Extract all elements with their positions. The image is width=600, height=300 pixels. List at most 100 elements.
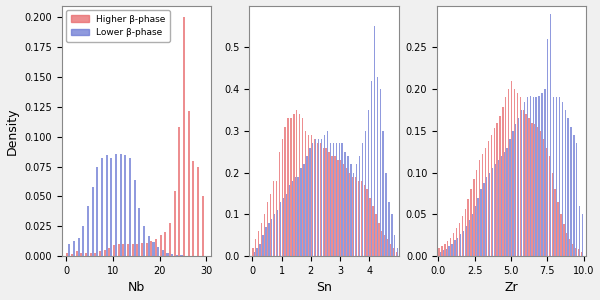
Bar [384,235,385,256]
Bar [115,154,117,256]
Bar [258,231,259,256]
Bar [178,127,181,256]
Bar [330,143,331,256]
Bar [359,156,361,256]
Bar [311,135,312,256]
Bar [537,127,538,256]
Bar [454,240,455,256]
Bar [309,148,311,256]
Bar [262,235,263,256]
Y-axis label: Density: Density [5,107,19,154]
Bar [476,170,478,256]
Bar [327,131,328,256]
Bar [390,244,391,256]
Bar [176,255,178,256]
Bar [289,185,290,256]
Bar [344,152,346,256]
Bar [173,190,176,256]
Bar [164,232,166,256]
Bar [290,118,292,256]
Bar [150,241,152,256]
Bar [306,156,308,256]
Bar [439,248,440,256]
Bar [371,81,372,256]
Bar [321,139,322,256]
Bar [562,102,563,256]
Bar [388,202,389,256]
Bar [538,96,540,256]
Bar [546,148,547,256]
Bar [202,196,204,256]
Bar [261,223,262,256]
Bar [361,181,362,256]
Bar [315,139,316,256]
Bar [97,167,98,256]
Bar [374,26,375,256]
Bar [530,96,531,256]
Bar [492,169,493,256]
Bar [283,198,284,256]
Bar [312,143,313,256]
Bar [255,239,256,256]
Bar [287,118,289,256]
Bar [461,216,463,256]
Bar [557,202,559,256]
Bar [89,253,92,256]
Bar [443,250,444,256]
Bar [527,98,528,256]
Bar [397,248,398,256]
Bar [71,254,73,256]
Bar [152,242,155,256]
Bar [308,135,309,256]
Bar [256,248,258,256]
Bar [489,172,490,256]
Bar [197,167,199,256]
Bar [155,239,157,256]
Bar [378,223,380,256]
Bar [385,172,386,256]
Bar [394,235,395,256]
Bar [540,131,541,256]
Bar [520,98,521,256]
Bar [281,139,283,256]
Bar [380,89,381,256]
Bar [553,98,554,256]
Bar [466,226,467,256]
Bar [273,181,274,256]
Bar [358,181,359,256]
Bar [352,177,353,256]
Bar [578,250,579,256]
Bar [181,255,182,256]
Bar [515,124,517,256]
Bar [349,172,350,256]
Bar [533,98,534,256]
Bar [482,154,483,256]
Bar [499,116,500,256]
Bar [494,128,495,256]
Bar [94,253,97,256]
Bar [305,131,306,256]
Bar [101,158,103,256]
Bar [502,107,503,256]
Bar [571,127,572,256]
Bar [146,243,148,256]
Bar [77,238,80,256]
Bar [576,143,577,256]
Bar [318,139,319,256]
Bar [559,98,560,256]
Bar [547,39,548,256]
Bar [99,251,101,256]
Bar [450,238,451,256]
Bar [448,246,450,256]
Bar [324,135,325,256]
Bar [171,254,173,256]
Bar [444,244,446,256]
Bar [365,131,366,256]
Bar [73,241,75,256]
Bar [566,233,568,256]
Bar [80,253,82,256]
Bar [131,244,134,256]
Bar [508,89,509,256]
Bar [505,98,506,256]
Bar [335,143,337,256]
